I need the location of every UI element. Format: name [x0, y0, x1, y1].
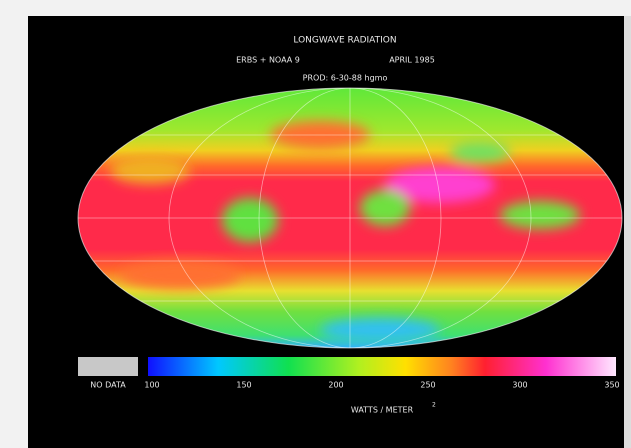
no-data-swatch — [78, 357, 138, 376]
production: PROD: 6-30-88 hgmo — [303, 74, 388, 83]
title: LONGWAVE RADIATION — [293, 36, 396, 46]
globe-outline — [77, 87, 623, 349]
colorbar-tick-label: 150 — [236, 381, 251, 390]
colorbar — [148, 357, 616, 376]
colorbar-tick-label: 100 — [144, 381, 159, 390]
colorbar-tick-label: 350 — [604, 381, 619, 390]
colorbar-ticks: 100 150 200 250 300 350 — [144, 381, 619, 390]
unit-exponent: 2 — [432, 402, 436, 409]
graticule — [78, 88, 622, 348]
source: ERBS + NOAA 9 — [236, 56, 300, 65]
no-data-label: NO DATA — [90, 381, 126, 390]
colorbar-tick-label: 300 — [512, 381, 527, 390]
frame-edge — [624, 16, 631, 448]
colorbar-tick-label: 200 — [328, 381, 343, 390]
globe — [78, 88, 622, 348]
colorbar-tick-label: 250 — [420, 381, 435, 390]
unit-label: WATTS / METER — [351, 406, 414, 415]
period: APRIL 1985 — [389, 56, 435, 65]
